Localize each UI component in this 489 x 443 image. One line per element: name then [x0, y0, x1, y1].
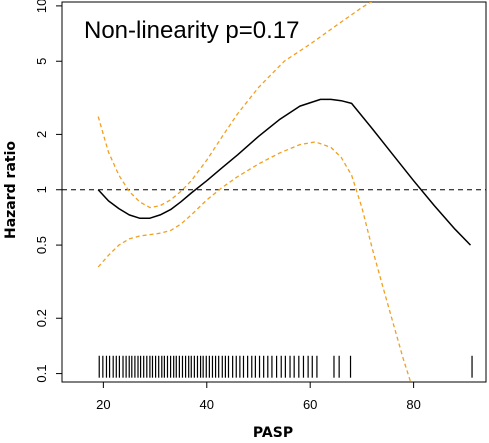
x-tick-label: 20	[96, 397, 110, 412]
y-axis-ticks: 0.1 0.2 0.5 1 2 5 10	[34, 0, 62, 383]
series-lines	[97, 2, 472, 382]
x-axis-ticks: 20 40 60 80	[96, 382, 421, 412]
x-tick-label: 80	[406, 397, 420, 412]
x-tick-label: 60	[303, 397, 317, 412]
rug-marks	[98, 355, 473, 378]
y-tick-label: 5	[34, 58, 49, 65]
plot-frame	[61, 1, 487, 383]
y-tick-label: 1	[34, 186, 49, 193]
lower-ci-curve	[97, 141, 412, 382]
y-tick-label: 10	[34, 0, 49, 13]
y-tick-label: 0.2	[34, 309, 49, 327]
hazard-ratio-curve	[97, 98, 472, 246]
y-tick-label: 2	[34, 131, 49, 138]
y-tick-label: 0.5	[34, 236, 49, 254]
non-linearity-annotation: Non-linearity p=0.17	[84, 17, 299, 44]
y-axis-title: Hazard ratio	[3, 141, 19, 239]
y-tick-label: 0.1	[34, 365, 49, 383]
x-axis-title: PASP	[253, 425, 293, 441]
x-tick-label: 40	[200, 397, 214, 412]
